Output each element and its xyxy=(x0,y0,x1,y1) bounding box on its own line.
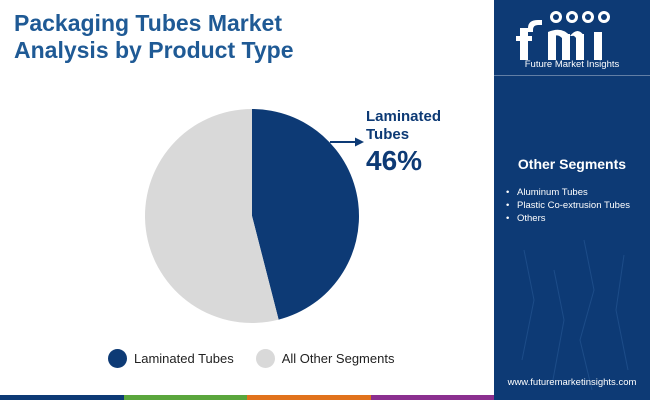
legend-label-other: All Other Segments xyxy=(281,350,395,366)
callout-arrowhead xyxy=(355,137,364,147)
list-item: Aluminum Tubes xyxy=(505,186,630,199)
callout-label-line-2: Tubes xyxy=(366,126,409,143)
sidebar-texture xyxy=(521,239,629,391)
pie-slice-all-other-segments xyxy=(144,108,279,323)
callout-label-line-1: Laminated xyxy=(366,108,441,125)
sidebar-panel: Future Market Insights Other Segments Al… xyxy=(494,0,650,400)
fmi-logo xyxy=(516,11,610,60)
legend: Laminated Tubes All Other Segments xyxy=(108,347,416,369)
bottom-bar-segment-blue xyxy=(0,395,124,400)
legend-swatch-other xyxy=(255,348,275,368)
other-segments-list: Aluminum Tubes Plastic Co-extrusion Tube… xyxy=(505,186,630,225)
sidebar-divider xyxy=(494,75,650,76)
callout-value: 46% xyxy=(366,145,422,176)
chart-title: Packaging Tubes Market Analysis by Produ… xyxy=(14,10,484,64)
brand-caption: Future Market Insights xyxy=(524,59,620,70)
bottom-bar-segment-purple xyxy=(370,395,494,400)
chart-title-line-1: Packaging Tubes Market xyxy=(14,10,282,36)
pie-slices xyxy=(144,108,359,323)
legend-item-laminated: Laminated Tubes xyxy=(108,348,234,368)
bottom-bar-segment-orange xyxy=(247,395,371,400)
pie-slice-laminated-tubes xyxy=(252,109,359,320)
list-item: Others xyxy=(505,212,630,225)
logo-globe-icons xyxy=(550,11,610,23)
pie-chart: Laminated Tubes 46% xyxy=(144,108,441,323)
other-segments-title: Other Segments xyxy=(517,156,627,172)
bottom-bar-segment-green xyxy=(123,395,247,400)
legend-item-other: All Other Segments xyxy=(255,348,395,368)
legend-label-laminated: Laminated Tubes xyxy=(134,350,234,366)
legend-swatch-laminated xyxy=(108,348,127,368)
chart-title-line-2: Analysis by Product Type xyxy=(14,37,294,63)
list-item: Plastic Co-extrusion Tubes xyxy=(505,199,630,212)
bottom-color-bar xyxy=(0,395,494,400)
website-url: www.futuremarketinsights.com xyxy=(507,377,637,388)
